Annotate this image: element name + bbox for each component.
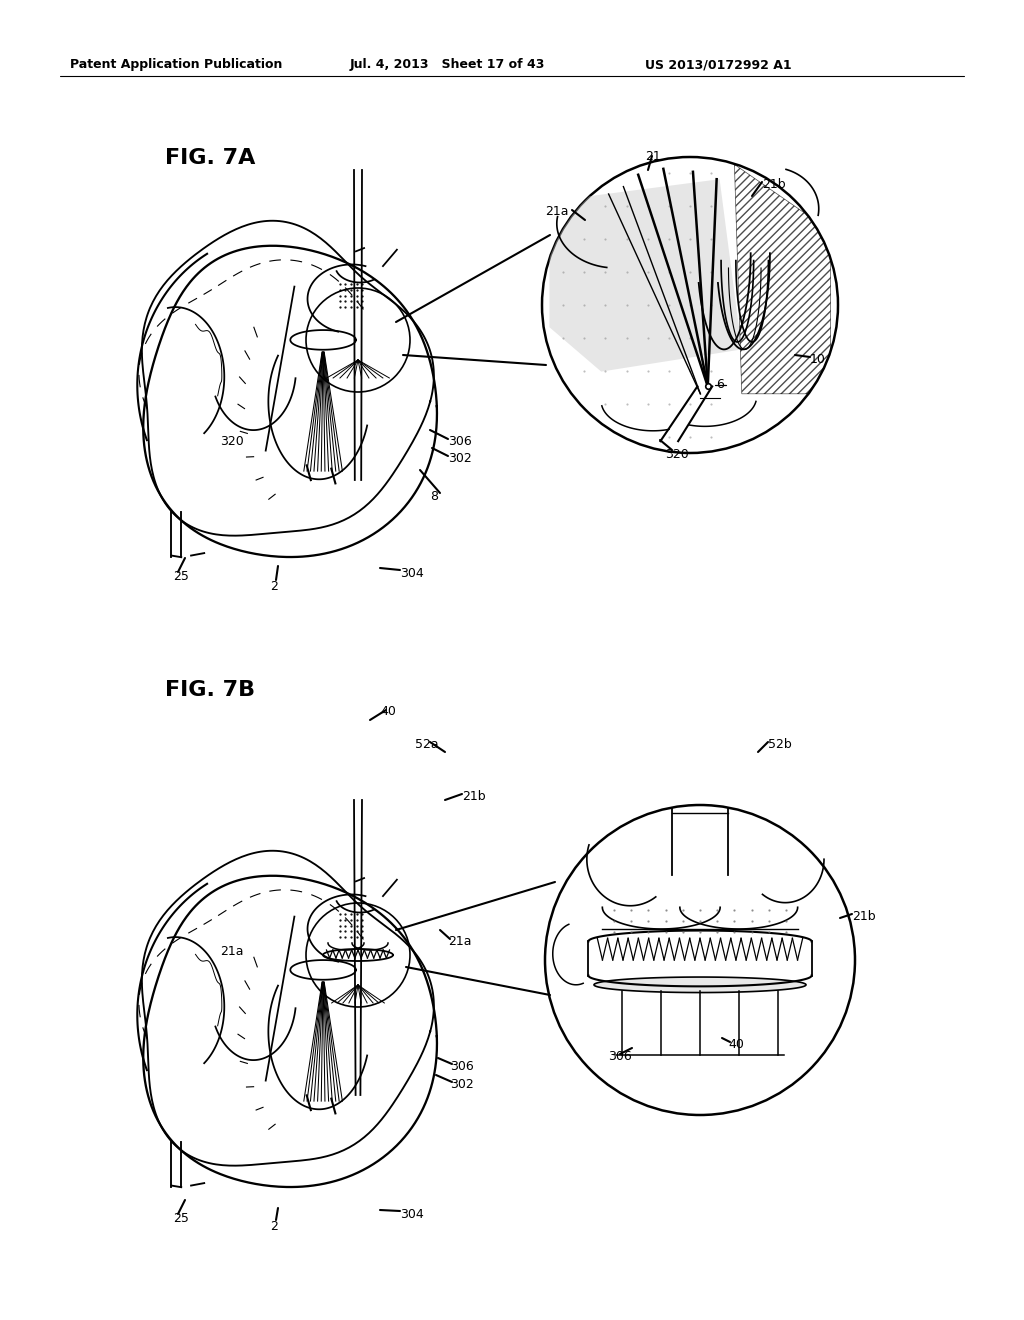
Text: 10: 10 [810, 352, 826, 366]
Text: 306: 306 [449, 436, 472, 447]
Text: 320: 320 [665, 447, 689, 461]
Text: 304: 304 [400, 1208, 424, 1221]
Text: 304: 304 [400, 568, 424, 579]
Text: 302: 302 [449, 451, 472, 465]
Text: 306: 306 [450, 1060, 474, 1073]
Text: 21b: 21b [462, 789, 485, 803]
Circle shape [542, 157, 838, 453]
Text: 306: 306 [608, 1049, 632, 1063]
Text: 2: 2 [270, 579, 278, 593]
Polygon shape [594, 977, 806, 993]
Text: 21a: 21a [545, 205, 568, 218]
Text: Patent Application Publication: Patent Application Publication [70, 58, 283, 71]
Text: US 2013/0172992 A1: US 2013/0172992 A1 [645, 58, 792, 71]
Text: 25: 25 [173, 1212, 188, 1225]
Text: 21b: 21b [762, 178, 785, 191]
Text: 25: 25 [173, 570, 188, 583]
Text: 302: 302 [450, 1078, 474, 1092]
Text: 40: 40 [380, 705, 396, 718]
Text: 320: 320 [220, 436, 244, 447]
Text: 2: 2 [270, 1220, 278, 1233]
Text: 52a: 52a [415, 738, 438, 751]
Text: 21: 21 [645, 150, 660, 162]
Text: 21b: 21b [852, 909, 876, 923]
Text: Jul. 4, 2013   Sheet 17 of 43: Jul. 4, 2013 Sheet 17 of 43 [350, 58, 546, 71]
Text: 52b: 52b [768, 738, 792, 751]
Text: 21a: 21a [220, 945, 244, 958]
Text: 21a: 21a [449, 935, 471, 948]
Text: 40: 40 [728, 1038, 743, 1051]
Text: FIG. 7A: FIG. 7A [165, 148, 255, 168]
Circle shape [545, 805, 855, 1115]
Text: 8: 8 [430, 490, 438, 503]
Text: FIG. 7B: FIG. 7B [165, 680, 255, 700]
Text: 6: 6 [716, 379, 724, 392]
Polygon shape [550, 180, 741, 372]
